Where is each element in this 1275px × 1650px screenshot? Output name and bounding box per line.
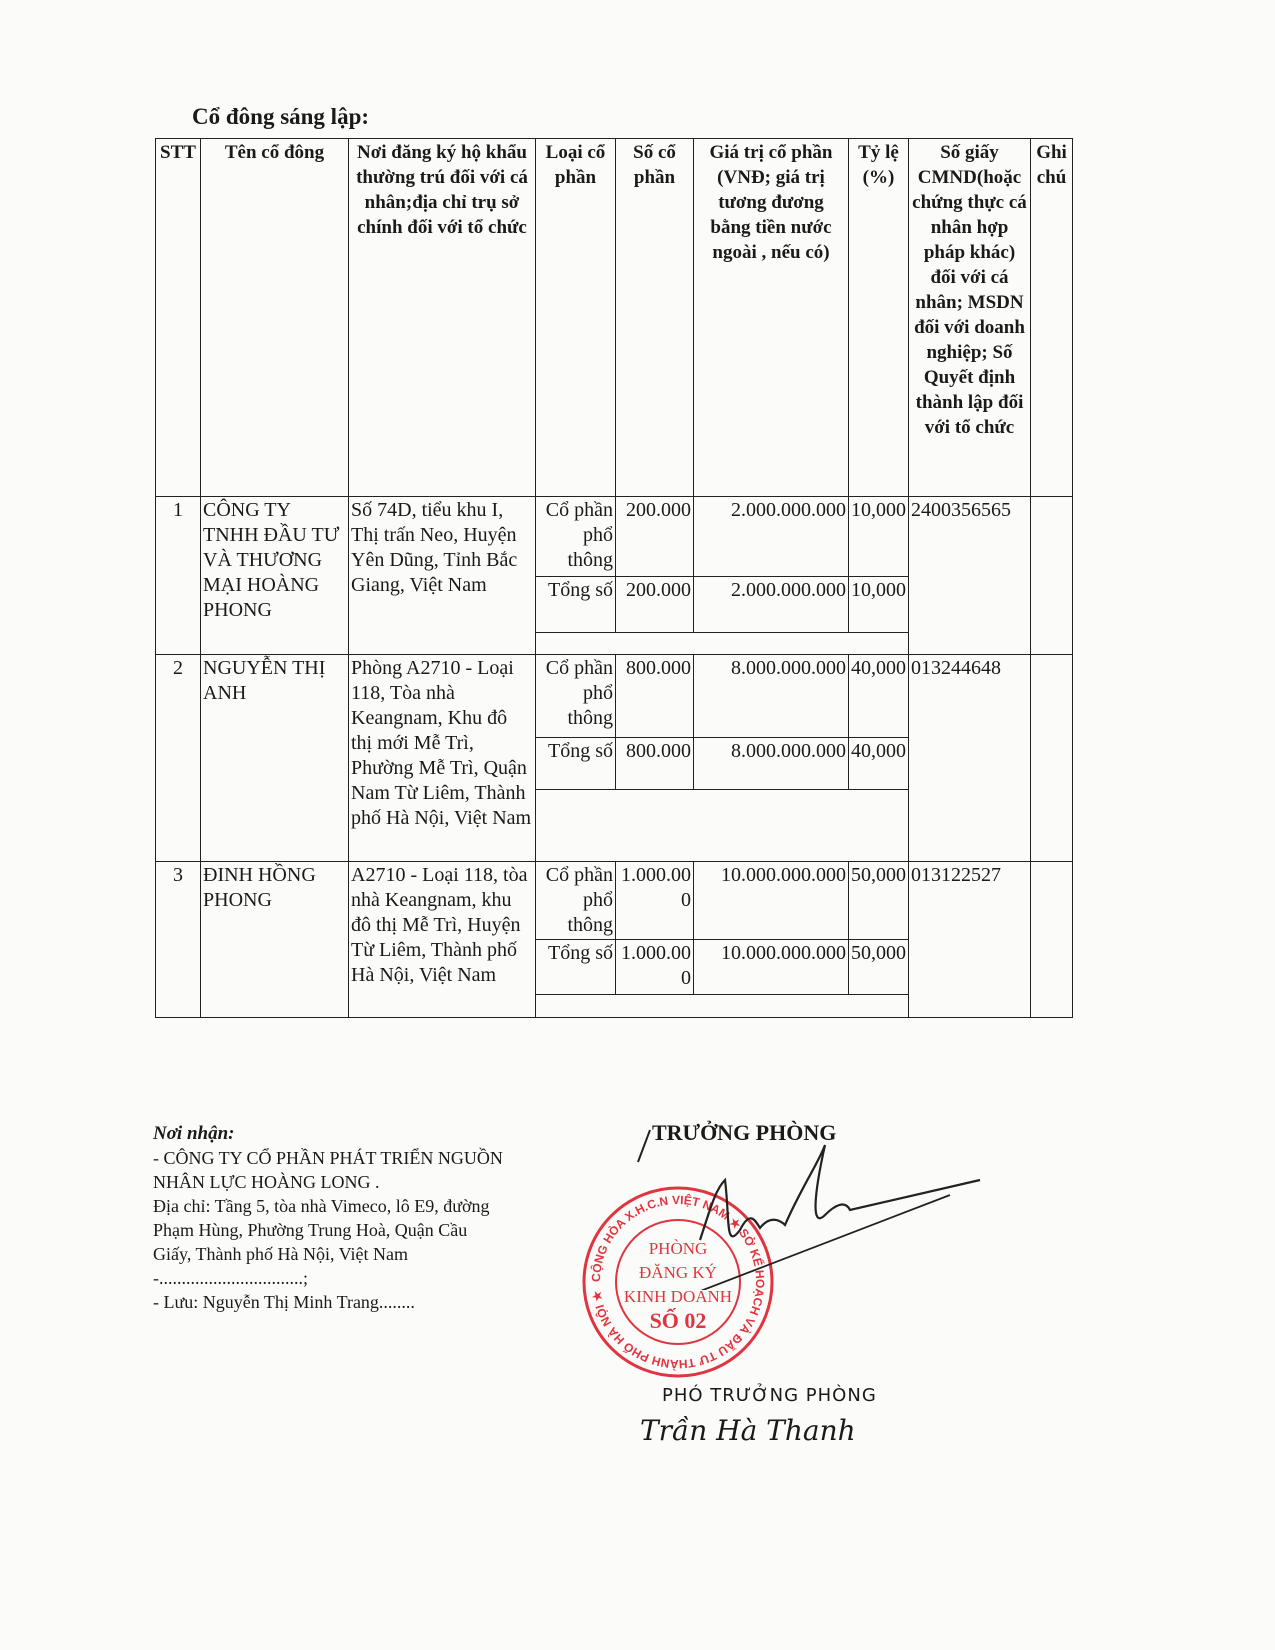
stamp-line: KINH DOANH bbox=[624, 1287, 732, 1306]
recipients-heading: Nơi nhận: bbox=[153, 1123, 235, 1144]
table-cell bbox=[535, 789, 909, 862]
table-cell bbox=[535, 994, 909, 1018]
table-cell: 800.000 bbox=[615, 737, 694, 790]
table-row: 2 NGUYỄN THỊ ANH Phòng A2710 - Loại 118, T… bbox=[155, 654, 1073, 862]
table-cell: 8.000.000.000 bbox=[693, 737, 849, 790]
column-header: Tên cổ đông bbox=[200, 138, 349, 497]
stamp-line: PHÒNG bbox=[649, 1239, 708, 1258]
table-cell: ĐINH HỒNG PHONG bbox=[200, 861, 349, 1018]
table-cell: 40,000 bbox=[848, 654, 909, 738]
table-cell: Tổng số bbox=[535, 576, 616, 633]
recipient-line: - CÔNG TY CỔ PHẦN PHÁT TRIỂN NGUỒN NHÂN … bbox=[153, 1148, 503, 1192]
table-cell: 50,000 bbox=[848, 939, 909, 995]
table-cell: 50,000 bbox=[848, 861, 909, 940]
column-header: Số giấy CMND(hoặc chứng thực cá nhân hợp… bbox=[908, 138, 1031, 497]
table-cell bbox=[1030, 496, 1073, 655]
table-cell: 10.000.000.000 bbox=[693, 861, 849, 940]
table-cell: Cổ phần phổ thông bbox=[535, 496, 616, 577]
table-cell: Phòng A2710 - Loại 118, Tòa nhà Keangnam… bbox=[348, 654, 536, 862]
table-row: 1 CÔNG TY TNHH ĐẦU TƯ VÀ THƯƠNG MẠI HOÀNG… bbox=[155, 496, 1073, 655]
recipient-line: - Lưu: Nguyễn Thị Minh Trang........ bbox=[153, 1292, 415, 1312]
stamp-line: ĐĂNG KÝ bbox=[639, 1263, 717, 1282]
table-cell: Cổ phần phổ thông bbox=[535, 654, 616, 738]
handwritten-signature bbox=[637, 1129, 981, 1290]
table-cell: 1 bbox=[155, 496, 201, 655]
table-cell: 2.000.000.000 bbox=[693, 496, 849, 577]
table-cell: A2710 - Loại 118, tòa nhà Keangnam, khu … bbox=[348, 861, 536, 1018]
table-row-spacer bbox=[156, 789, 1073, 862]
recipient-line: -................................; bbox=[153, 1268, 308, 1288]
table-cell: CÔNG TY TNHH ĐẦU TƯ VÀ THƯƠNG MẠI HOÀNG … bbox=[200, 496, 349, 655]
table-cell: 3 bbox=[155, 861, 201, 1018]
table-cell: 013244648 bbox=[908, 654, 1031, 862]
table-row: 3 ĐINH HỒNG PHONG A2710 - Loại 118, tòa nh… bbox=[155, 861, 1073, 1018]
table-cell: 2 bbox=[155, 654, 201, 862]
table-row-spacer bbox=[156, 994, 1073, 1018]
shareholders-table: STT Tên cổ đông Nơi đăng ký hộ khẩu thường… bbox=[155, 138, 1073, 1018]
table-cell: 10,000 bbox=[848, 496, 909, 577]
signer-title: TRƯỞNG PHÒNG bbox=[652, 1120, 837, 1145]
table-cell: 013122527 bbox=[908, 861, 1031, 1018]
recipients: Nơi nhận: - CÔNG TY CỔ PHẦN PHÁT TRIỂN N… bbox=[153, 1122, 503, 1314]
table-row-total: Tổng số 200.000 2.000.000.000 10,000 bbox=[156, 576, 1073, 633]
column-header: Loại cổ phần bbox=[535, 138, 616, 497]
section-title: Cổ đông sáng lập: bbox=[192, 104, 370, 129]
stamp-line: SỐ 02 bbox=[650, 1308, 707, 1333]
column-header: STT bbox=[155, 138, 201, 497]
table-cell bbox=[535, 632, 909, 655]
table-cell: 40,000 bbox=[848, 737, 909, 790]
signer-name: Trần Hà Thanh bbox=[640, 1414, 856, 1447]
table-cell bbox=[1030, 861, 1073, 1018]
table-cell: 2400356565 bbox=[908, 496, 1031, 655]
deputy-title: PHÓ TRƯỞNG PHÒNG bbox=[662, 1385, 877, 1406]
table-cell: 10.000.000.000 bbox=[693, 939, 849, 995]
table-cell: Số 74D, tiểu khu I, Thị trấn Neo, Huyện … bbox=[348, 496, 536, 655]
column-header: Ghi chú bbox=[1030, 138, 1073, 497]
table-cell: 1.000.000 bbox=[615, 861, 694, 940]
table-cell: 200.000 bbox=[615, 576, 694, 633]
table-cell: NGUYỄN THỊ ANH bbox=[200, 654, 349, 862]
table-row-total: Tổng số 800.000 8.000.000.000 40,000 bbox=[156, 737, 1073, 790]
table-cell: Cổ phần phổ thông bbox=[535, 861, 616, 940]
recipient-address: Địa chỉ: Tầng 5, tòa nhà Vimeco, lô E9, … bbox=[153, 1196, 490, 1264]
table-cell: 200.000 bbox=[615, 496, 694, 577]
table-cell: Tổng số bbox=[535, 737, 616, 790]
table-cell: 800.000 bbox=[615, 654, 694, 738]
column-header: Tỷ lệ (%) bbox=[848, 138, 909, 497]
table-cell: 1.000.000 bbox=[615, 939, 694, 995]
official-stamp: CỘNG HÒA X.H.C.N VIỆT NAM ★ SỞ KẾ HOẠCH … bbox=[582, 1186, 774, 1378]
table-cell: 2.000.000.000 bbox=[693, 576, 849, 633]
table-cell bbox=[1030, 654, 1073, 862]
table-cell: 8.000.000.000 bbox=[693, 654, 849, 738]
column-header: Giá trị cổ phần (VNĐ; giá trị tương đươn… bbox=[693, 138, 849, 497]
table-cell: Tổng số bbox=[535, 939, 616, 995]
column-header: Số cổ phần bbox=[615, 138, 694, 497]
column-header: Nơi đăng ký hộ khẩu thường trú đối với c… bbox=[348, 138, 536, 497]
table-cell: 10,000 bbox=[848, 576, 909, 633]
